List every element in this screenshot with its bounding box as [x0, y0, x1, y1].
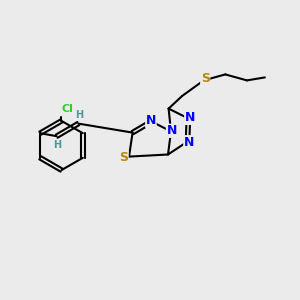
Text: N: N: [185, 111, 195, 124]
Text: S: S: [119, 151, 128, 164]
Text: Cl: Cl: [61, 104, 74, 115]
Text: N: N: [146, 114, 156, 128]
Text: H: H: [75, 110, 83, 121]
Text: S: S: [201, 72, 210, 86]
Text: H: H: [53, 140, 61, 150]
Text: N: N: [167, 124, 177, 137]
Text: N: N: [184, 136, 194, 149]
